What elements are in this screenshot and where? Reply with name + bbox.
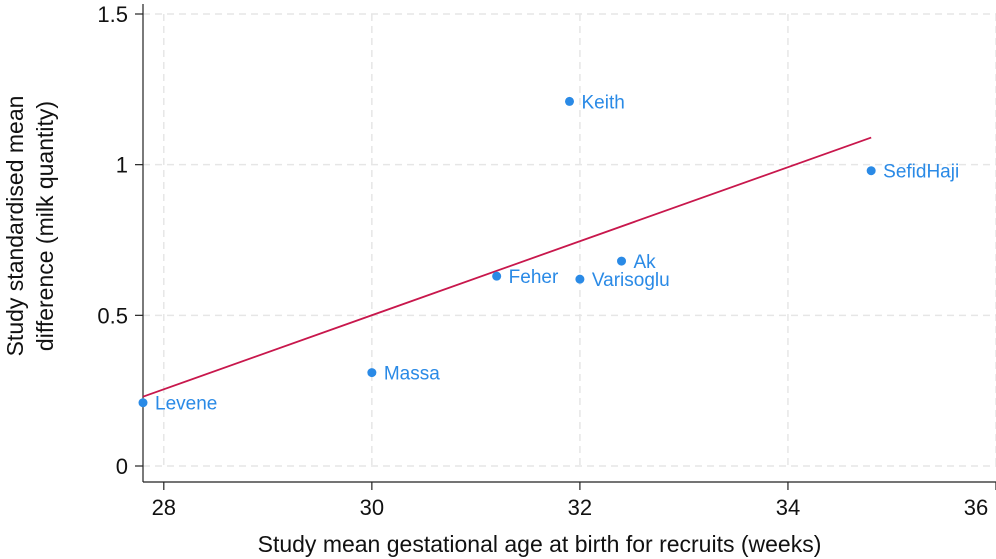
- data-point: [492, 271, 502, 281]
- y-axis-title: Study standardised mean difference (milk …: [2, 96, 58, 357]
- x-tick-label: 36: [964, 495, 988, 520]
- x-tick-label: 30: [360, 495, 384, 520]
- data-point-label: Massa: [384, 364, 440, 385]
- x-tick-label: 28: [152, 495, 176, 520]
- data-point: [575, 274, 585, 284]
- data-point-label: SefidHaji: [883, 162, 959, 183]
- data-point: [138, 398, 148, 408]
- y-axis-title-line: difference (milk quantity): [32, 101, 58, 351]
- x-tick-label: 32: [568, 495, 592, 520]
- data-point-label: Keith: [582, 92, 625, 113]
- y-axis-title-line: Study standardised mean: [2, 96, 28, 357]
- data-point-label: Ak: [634, 252, 657, 273]
- y-tick-label: 0: [116, 454, 128, 479]
- y-tick-label: 1: [116, 153, 128, 178]
- x-axis-title: Study mean gestational age at birth for …: [258, 531, 822, 557]
- grid: [143, 13, 996, 467]
- data-point-label: Levene: [155, 394, 217, 415]
- y-tick-label: 0.5: [97, 303, 128, 328]
- data-point-label: Varisoglu: [592, 270, 670, 291]
- fit-line: [142, 136, 872, 398]
- data-point: [617, 256, 627, 266]
- x-tick-label: 34: [776, 495, 800, 520]
- y-tick-label: 1.5: [97, 2, 128, 27]
- data-point-label: Feher: [509, 267, 559, 288]
- data-point: [565, 96, 574, 106]
- data-point: [367, 368, 377, 378]
- fit-line-group: [142, 136, 872, 398]
- axes: 28 30 32 34 36 0 0.5 1 1.5: [97, 2, 996, 520]
- data-point: [866, 166, 876, 176]
